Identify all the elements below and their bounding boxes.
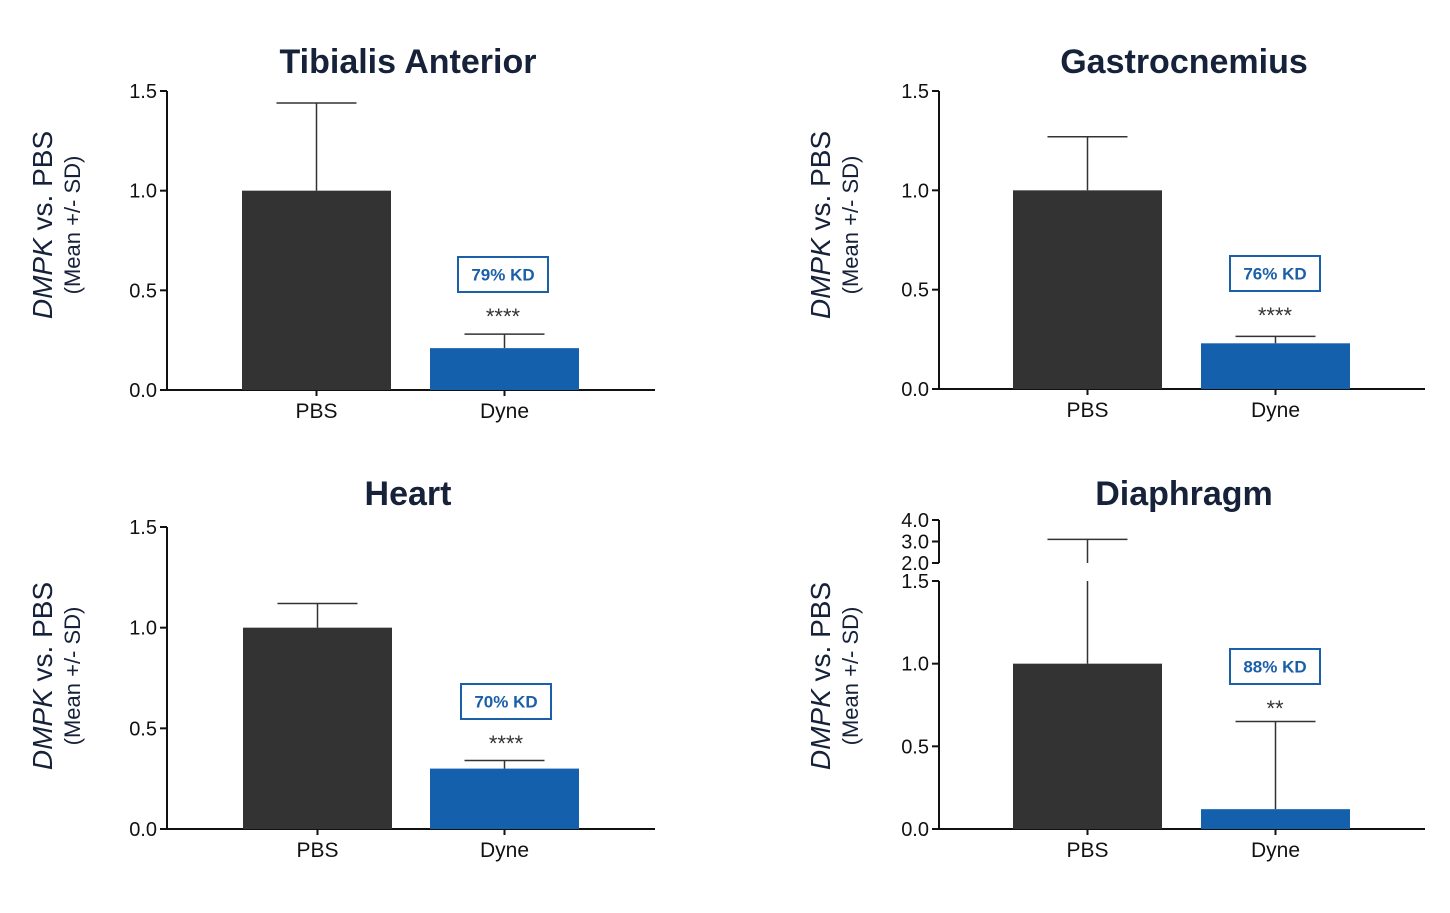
gene-name: DMPK — [805, 237, 836, 319]
y-tick-label: 1.0 — [129, 618, 157, 640]
y-tick-label: 0.0 — [901, 819, 929, 841]
x-tick-label: PBS — [295, 400, 337, 423]
y-tick-label: 0.0 — [901, 379, 929, 401]
significance-label: **** — [486, 304, 521, 329]
y-axis-sublabel: (Mean +/- SD) — [60, 156, 85, 295]
y-tick-label-upper: 3.0 — [901, 532, 929, 554]
chart-title: Gastrocnemius — [1060, 43, 1308, 81]
x-tick-label: PBS — [1066, 399, 1108, 422]
y-axis-label: DMPK vs. PBS — [27, 582, 58, 770]
y-axis-label-rest: vs. PBS — [27, 131, 58, 238]
x-tick-label: Dyne — [1251, 839, 1300, 862]
gene-name: DMPK — [805, 688, 836, 770]
bar-pbs — [1013, 190, 1162, 389]
knockdown-label: 70% KD — [474, 693, 537, 712]
chart-panel-diaphragm: Diaphragm DMPK vs. PBS (Mean +/- SD) 0.0 0.5… — [805, 475, 1425, 862]
bar-dyne — [430, 348, 579, 390]
bar-pbs — [243, 627, 392, 829]
x-tick-label: Dyne — [1251, 399, 1300, 422]
y-axis-sublabel: (Mean +/- SD) — [60, 607, 85, 746]
y-axis-label: DMPK vs. PBS — [805, 131, 836, 319]
y-axis-label-rest: vs. PBS — [805, 582, 836, 689]
y-axis-label-rest: vs. PBS — [805, 131, 836, 238]
bar-dyne — [1201, 809, 1350, 829]
significance-label: **** — [1258, 303, 1293, 328]
bar-pbs — [1013, 663, 1162, 829]
y-tick-label: 0.5 — [901, 280, 929, 302]
knockdown-box — [460, 683, 552, 720]
chart-panel-gastrocnemius: Gastrocnemius DMPK vs. PBS (Mean +/- SD) 0.… — [805, 43, 1425, 422]
bar-pbs — [242, 190, 391, 390]
y-tick-label: 1.5 — [901, 571, 929, 593]
knockdown-box — [457, 256, 549, 293]
knockdown-label: 88% KD — [1243, 658, 1306, 677]
y-tick-label: 1.5 — [129, 517, 157, 539]
chart-panel-heart: Heart DMPK vs. PBS (Mean +/- SD) 0.0 0.5 1.0 1… — [27, 475, 655, 862]
gene-name: DMPK — [27, 688, 58, 770]
y-tick-label: 1.5 — [901, 81, 929, 103]
bar-dyne — [430, 768, 579, 829]
significance-label: **** — [489, 731, 524, 756]
chart-title: Tibialis Anterior — [280, 43, 537, 81]
y-axis-label: DMPK vs. PBS — [27, 131, 58, 319]
y-tick-label: 0.5 — [901, 736, 929, 758]
bar-dyne — [1201, 343, 1350, 389]
x-tick-label: Dyne — [480, 839, 529, 862]
y-tick-label: 1.0 — [901, 180, 929, 202]
knockdown-label: 76% KD — [1243, 265, 1306, 284]
y-tick-label: 0.5 — [129, 280, 157, 302]
y-tick-label: 1.5 — [129, 81, 157, 103]
knockdown-label: 79% KD — [471, 266, 534, 285]
y-axis-label: DMPK vs. PBS — [805, 582, 836, 770]
y-tick-label: 0.0 — [129, 380, 157, 402]
y-tick-label: 0.5 — [129, 718, 157, 740]
y-tick-label-upper: 2.0 — [901, 553, 929, 575]
y-axis-label-rest: vs. PBS — [27, 582, 58, 689]
knockdown-box — [1229, 648, 1321, 685]
y-axis-sublabel: (Mean +/- SD) — [838, 607, 863, 746]
chart-title: Diaphragm — [1095, 475, 1273, 513]
chart-title: Heart — [365, 475, 452, 513]
x-tick-label: PBS — [1066, 839, 1108, 862]
x-tick-label: PBS — [296, 839, 338, 862]
knockdown-box — [1229, 255, 1321, 292]
y-tick-label-upper: 4.0 — [901, 510, 929, 532]
y-tick-label: 1.0 — [901, 654, 929, 676]
y-tick-label: 1.0 — [129, 181, 157, 203]
x-tick-label: Dyne — [480, 400, 529, 423]
y-axis-sublabel: (Mean +/- SD) — [838, 156, 863, 295]
gene-name: DMPK — [27, 237, 58, 319]
y-tick-label: 0.0 — [129, 819, 157, 841]
chart-panel-tibialis-anterior: Tibialis Anterior DMPK vs. PBS (Mean +/- S… — [27, 43, 655, 423]
significance-label: ** — [1266, 696, 1284, 721]
